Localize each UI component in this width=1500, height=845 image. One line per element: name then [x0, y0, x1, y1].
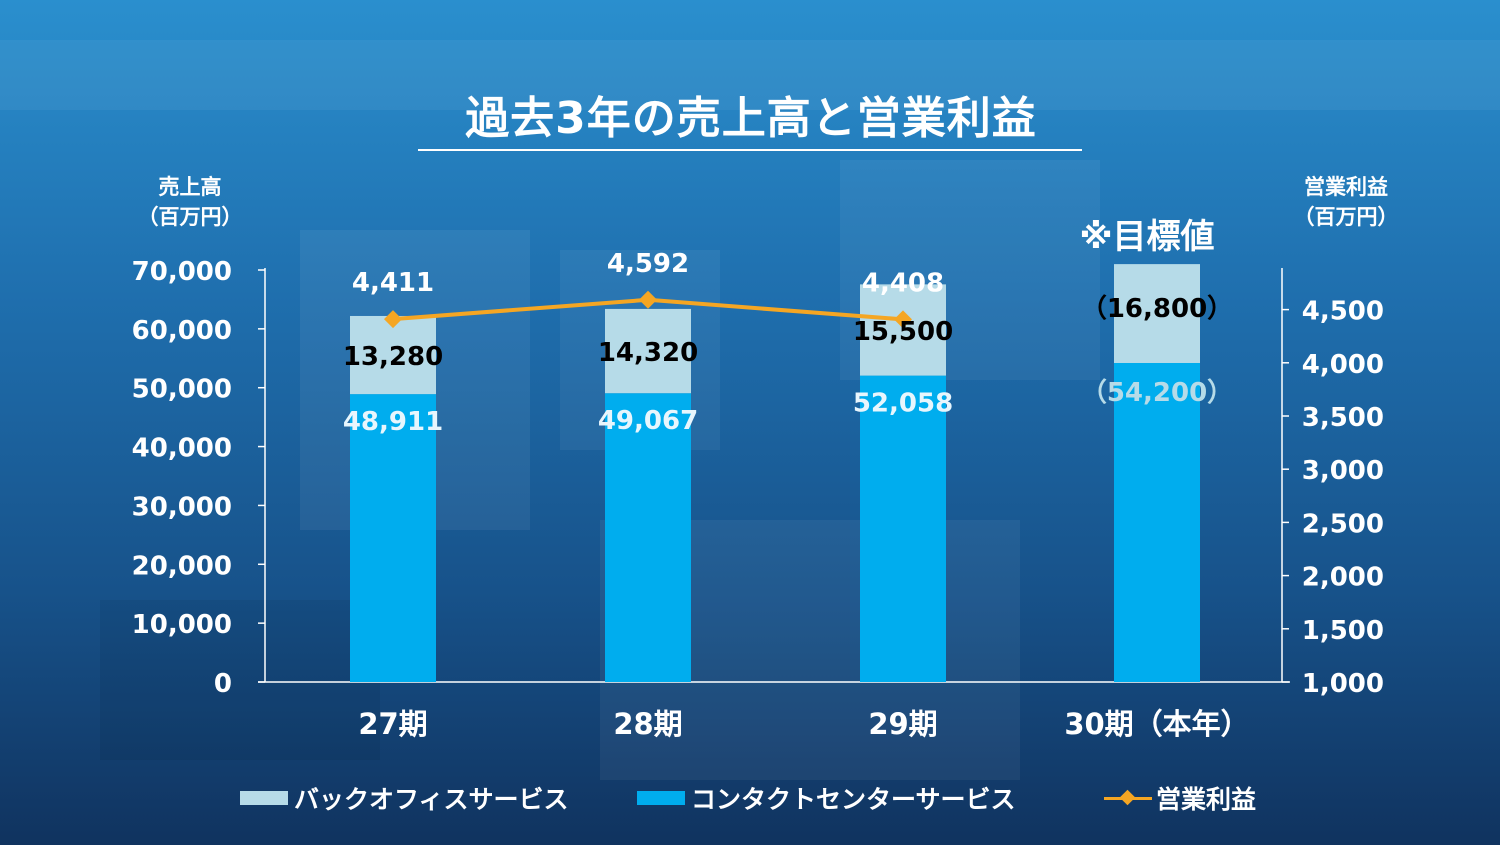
legend-label-back-office: バックオフィスサービス	[294, 785, 569, 814]
data-label-contact-center: 48,911	[343, 407, 443, 437]
data-label-back-office: 13,280	[343, 342, 443, 372]
data-labels: 48,911 13,280 49,067 14,320 52,058 15,500 （54,…	[343, 249, 1233, 437]
left-tick-label: 50,000	[132, 375, 232, 405]
x-axis-labels: 27期 28期 29期 30期（本年）	[358, 707, 1249, 741]
bar-back-office	[350, 315, 436, 395]
bar-contact-center	[1114, 362, 1200, 682]
profit-marker	[384, 310, 402, 329]
right-tick-label: 1,000	[1302, 669, 1384, 699]
right-axis-title-line2: （百万円）	[1293, 205, 1399, 229]
right-tick-label: 3,500	[1302, 403, 1384, 433]
left-tick-label: 0	[214, 669, 232, 699]
bar-contact-center	[350, 394, 436, 682]
data-label-contact-center: （54,200）	[1081, 378, 1233, 408]
chart-title: 過去3年の売上高と営業利益	[465, 93, 1037, 144]
bar-contact-center	[605, 393, 691, 682]
x-axis-label: 30期（本年）	[1064, 707, 1249, 741]
title-underline	[418, 149, 1082, 151]
profit-marker	[894, 310, 912, 329]
right-axis-ticks: 1,000 1,500 2,000 2,500 3,000 3,500 4,000 4,500	[1282, 297, 1384, 699]
bar-series	[350, 264, 1200, 682]
x-axis-label: 28期	[613, 707, 682, 741]
right-tick-label: 2,000	[1302, 563, 1384, 593]
bar-contact-center	[860, 375, 946, 682]
left-tick-label: 40,000	[132, 434, 232, 464]
left-tick-label: 70,000	[132, 257, 232, 287]
data-label-operating-profit: 4,411	[352, 268, 434, 298]
left-tick-label: 10,000	[132, 610, 232, 640]
left-tick-label: 20,000	[132, 551, 232, 581]
left-axis-title-line1: 売上高	[158, 175, 222, 199]
legend-item-contact-center: コンタクトセンターサービス	[637, 782, 1016, 814]
left-tick-label: 60,000	[132, 316, 232, 346]
left-axis-title-line2: （百万円）	[137, 205, 243, 229]
legend-label-operating-profit: 営業利益	[1156, 785, 1257, 814]
legend-swatch-back-office	[240, 791, 288, 805]
left-axis-ticks: 0 10,000 20,000 30,000 40,000 50,000 60,000 70,…	[132, 257, 265, 699]
data-label-back-office: 14,320	[598, 338, 698, 368]
profit-marker	[639, 290, 657, 309]
legend-item-operating-profit: 営業利益	[1104, 782, 1256, 814]
legend-label-contact-center: コンタクトセンターサービス	[691, 785, 1016, 814]
bar-back-office	[1114, 264, 1200, 363]
legend-swatch-contact-center	[637, 791, 685, 805]
data-label-back-office: 15,500	[853, 317, 953, 347]
target-note: ※目標値	[1079, 217, 1214, 257]
data-label-contact-center: 52,058	[853, 389, 953, 419]
data-label-operating-profit: 4,408	[862, 268, 944, 298]
data-label-operating-profit: 4,592	[607, 249, 689, 279]
x-axis-label: 27期	[358, 707, 427, 741]
legend-swatch-operating-profit	[1104, 789, 1152, 806]
bar-back-office	[605, 308, 691, 394]
bar-back-office	[860, 284, 946, 376]
right-tick-label: 2,500	[1302, 509, 1384, 539]
right-tick-label: 4,500	[1302, 297, 1384, 327]
right-tick-label: 4,000	[1302, 350, 1384, 380]
x-axis-label: 29期	[868, 707, 937, 741]
right-tick-label: 1,500	[1302, 616, 1384, 646]
right-tick-label: 3,000	[1302, 456, 1384, 486]
right-axis-title-line1: 営業利益	[1304, 175, 1388, 199]
right-axis-title: 営業利益 （百万円）	[1284, 172, 1408, 232]
legend-item-back-office: バックオフィスサービス	[240, 782, 569, 814]
data-label-contact-center: 49,067	[598, 406, 698, 436]
profit-line-series	[384, 290, 912, 329]
data-label-back-office: （16,800）	[1081, 294, 1233, 324]
left-tick-label: 30,000	[132, 492, 232, 522]
left-axis-title: 売上高 （百万円）	[128, 172, 252, 232]
